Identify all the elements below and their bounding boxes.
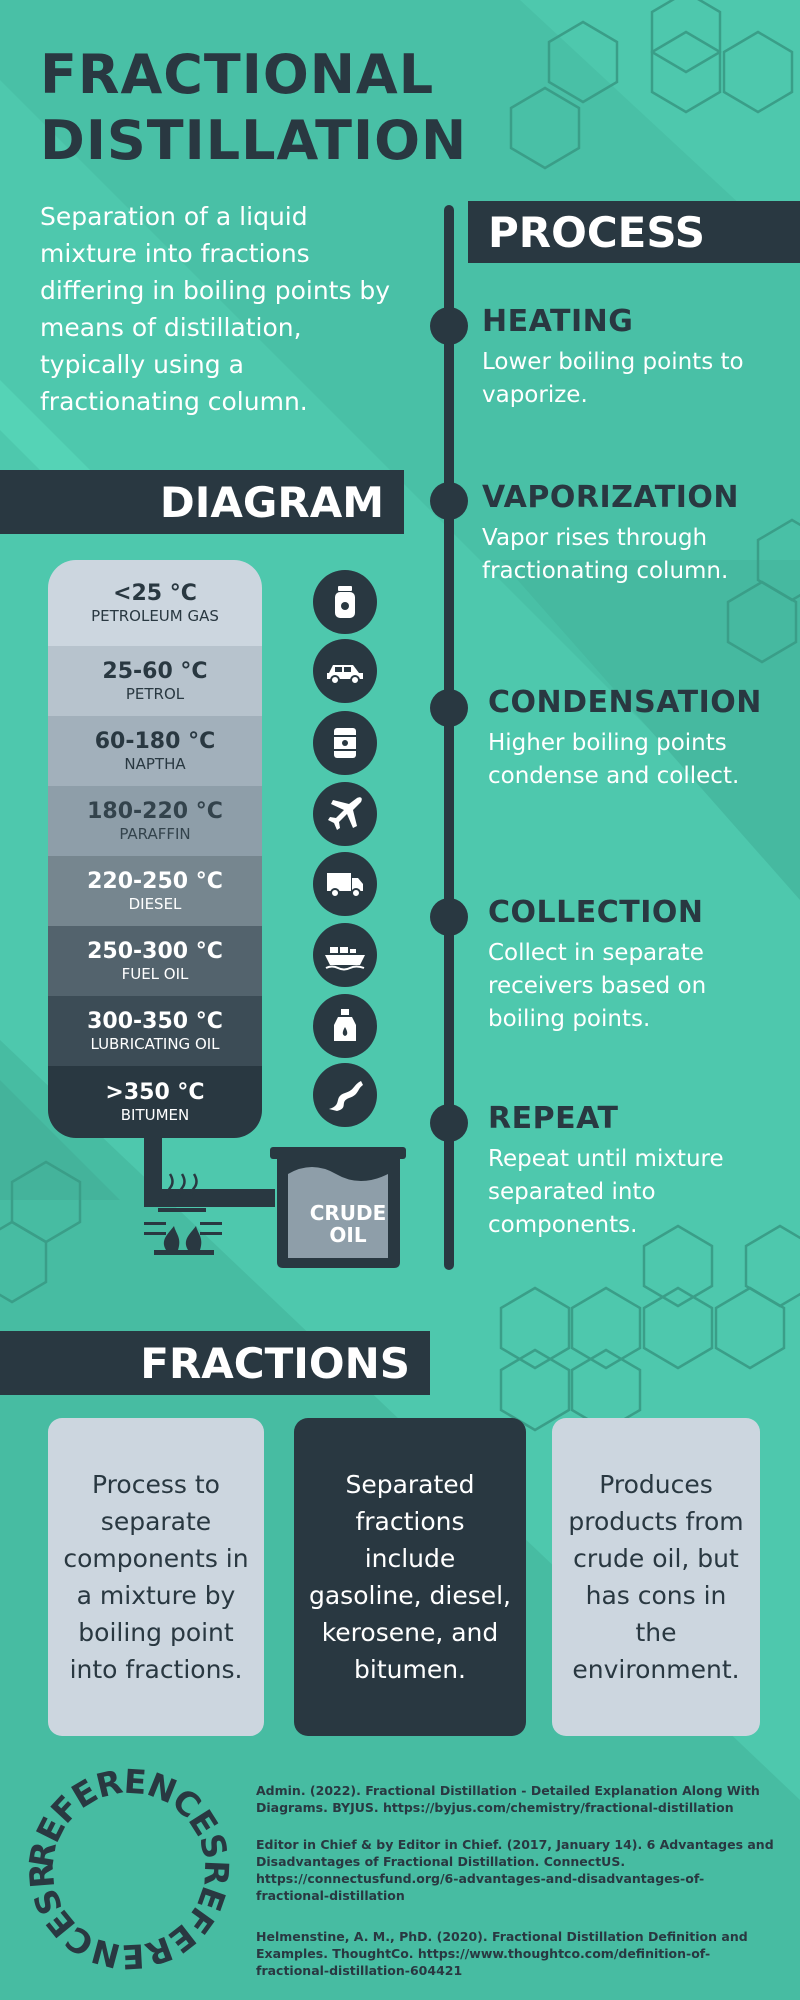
timeline-dot — [430, 689, 468, 727]
timeline-dot — [430, 307, 468, 345]
column-segment: 180-220 °C PARAFFIN — [48, 786, 262, 856]
process-heading: PROCESS — [468, 201, 800, 263]
segment-name: NAPTHA — [124, 755, 186, 773]
segment-name: PETROL — [125, 685, 185, 703]
svg-text:REFERENCESREFERENCESREFERENCES: REFERENCESREFERENCESREFERENCES — [24, 1764, 234, 1974]
segment-name: PETROLEUM GAS — [91, 607, 219, 625]
step-title-repeat: REPEAT — [488, 1101, 619, 1136]
column-segment: 60-180 °C NAPTHA — [48, 716, 262, 786]
step-title-vaporization: VAPORIZATION — [482, 480, 740, 515]
segment-name: BITUMEN — [120, 1106, 190, 1124]
timeline-dot — [430, 1104, 468, 1142]
timeline-line — [444, 205, 454, 1270]
segment-temp: 220-250 °C — [87, 869, 223, 894]
airplane-icon — [313, 782, 377, 846]
step-title-heating: HEATING — [482, 304, 634, 339]
car-icon — [313, 639, 377, 703]
gas-cylinder-icon — [313, 570, 377, 634]
column-segment: 250-300 °C FUEL OIL — [48, 926, 262, 996]
segment-name: LUBRICATING OIL — [90, 1035, 220, 1053]
column-segment: 300-350 °C LUBRICATING OIL — [48, 996, 262, 1066]
truck-icon — [313, 852, 377, 916]
reference-3: Helmenstine, A. M., PhD. (2020). Fractio… — [256, 1929, 748, 1978]
title-line-1: FRACTIONAL — [40, 43, 435, 106]
references-ring-title: REFERENCESREFERENCESREFERENCES — [24, 1764, 234, 1974]
column-segment: >350 °C BITUMEN — [48, 1066, 262, 1138]
crude-oil-tank-diagram — [144, 1130, 406, 1268]
step-desc-repeat: Repeat until mixture separated into comp… — [488, 1146, 724, 1238]
timeline-dot — [430, 898, 468, 936]
segment-name: PARAFFIN — [119, 825, 191, 843]
segment-temp: <25 °C — [113, 581, 197, 606]
oil-bottle-icon — [313, 994, 377, 1058]
title-line-2: DISTILLATION — [40, 109, 468, 172]
reference-1: Admin. (2022). Fractional Distillation -… — [256, 1783, 760, 1815]
segment-name: DIESEL — [128, 895, 182, 913]
step-desc-condensation: Higher boiling points condense and colle… — [488, 730, 740, 789]
road-icon — [313, 1063, 377, 1127]
crude-oil-label: CRUDE OIL — [288, 1202, 408, 1246]
fraction-card-3: Produces products from crude oil, but ha… — [552, 1418, 760, 1736]
column-segment: <25 °C PETROLEUM GAS — [48, 560, 262, 646]
references-ring-text: REFERENCESREFERENCESREFERENCES — [24, 1764, 234, 1974]
segment-temp: 25-60 °C — [102, 659, 208, 684]
step-title-collection: COLLECTION — [488, 895, 704, 930]
ship-icon — [313, 923, 377, 987]
segment-temp: 180-220 °C — [87, 799, 223, 824]
crude-oil-line-1: CRUDE — [309, 1201, 387, 1225]
barrel-icon — [313, 711, 377, 775]
fraction-card-2: Separated fractions include gasoline, di… — [294, 1418, 526, 1736]
fractions-heading: FRACTIONS — [0, 1331, 430, 1395]
intro-text: Separation of a liquid mixture into frac… — [40, 202, 391, 416]
segment-temp: 60-180 °C — [94, 729, 216, 754]
crude-oil-line-2: OIL — [329, 1223, 367, 1247]
segment-temp: 300-350 °C — [87, 1009, 223, 1034]
reference-2: Editor in Chief & by Editor in Chief. (2… — [256, 1837, 774, 1903]
page-title: FRACTIONAL DISTILLATION — [40, 42, 467, 174]
segment-temp: >350 °C — [105, 1080, 205, 1105]
segment-temp: 250-300 °C — [87, 939, 223, 964]
step-desc-vaporization: Vapor rises through fractionating column… — [482, 525, 729, 584]
step-desc-heating: Lower boiling points to vaporize. — [482, 349, 744, 408]
fraction-card-1: Process to separate components in a mixt… — [48, 1418, 264, 1736]
column-segment: 220-250 °C DIESEL — [48, 856, 262, 926]
segment-name: FUEL OIL — [121, 965, 189, 983]
step-desc-collection: Collect in separate receivers based on b… — [488, 940, 707, 1032]
diagram-heading: DIAGRAM — [0, 470, 404, 534]
timeline-dot — [430, 482, 468, 520]
step-title-condensation: CONDENSATION — [488, 685, 762, 720]
column-segment: 25-60 °C PETROL — [48, 646, 262, 716]
fractionating-column: <25 °C PETROLEUM GAS 25-60 °C PETROL 60-… — [48, 560, 262, 1138]
